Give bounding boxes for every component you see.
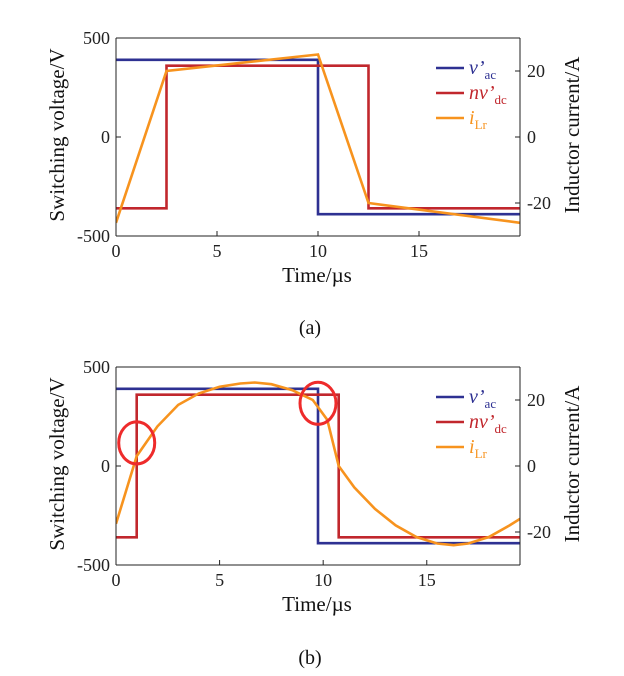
- highlight-circle-b-0: [117, 420, 157, 466]
- chart-a: Switching voltage/V Inductor current/A T…: [45, 28, 584, 339]
- x-tick-label-b-2: 10: [314, 570, 332, 590]
- legend-label-b-1: nv’dc: [469, 411, 507, 436]
- y2-tick-label-a-0: 20: [527, 61, 545, 81]
- y2-tick-label-b-1: 0: [527, 456, 536, 476]
- legend-label-a-0: v’ac: [469, 57, 496, 82]
- caption-b: (b): [298, 647, 321, 669]
- x-tick-label-a-2: 10: [309, 241, 327, 261]
- y2-tick-label-a-2: -20: [527, 193, 551, 213]
- series-line-b-0: [116, 387, 520, 545]
- x-tick-label-b-1: 5: [215, 570, 224, 590]
- x-tick-label-a-1: 5: [213, 241, 222, 261]
- y2label-b: Inductor current/A: [560, 385, 584, 543]
- legend-label-a-2: iLr: [469, 107, 488, 132]
- ylabel-b: Switching voltage/V: [45, 377, 69, 550]
- series-line-a-0: [116, 58, 520, 216]
- legend-label-a-1: nv’dc: [469, 82, 507, 107]
- y2-tick-label-b-0: 20: [527, 390, 545, 410]
- chart-b: Switching voltage/V Inductor current/A T…: [45, 357, 584, 669]
- y-tick-label-b-0: 500: [83, 357, 110, 377]
- y-tick-label-b-2: -500: [77, 555, 110, 575]
- y2-tick-label-a-1: 0: [527, 127, 536, 147]
- x-tick-label-a-0: 0: [112, 241, 121, 261]
- legend-label-b-0: v’ac: [469, 386, 496, 411]
- y-tick-label-a-1: 0: [101, 127, 110, 147]
- y-tick-label-a-2: -500: [77, 226, 110, 246]
- x-tick-label-b-0: 0: [112, 570, 121, 590]
- caption-a: (a): [299, 317, 321, 339]
- x-tick-label-b-3: 15: [418, 570, 436, 590]
- y-tick-label-b-1: 0: [101, 456, 110, 476]
- series-line-a-2: [116, 53, 520, 225]
- legend-label-b-2: iLr: [469, 436, 488, 461]
- y2label-a: Inductor current/A: [560, 56, 584, 214]
- y2-tick-label-b-2: -20: [527, 522, 551, 542]
- y-tick-label-a-0: 500: [83, 28, 110, 48]
- series-line-b-1: [116, 393, 520, 539]
- series-line-a-1: [116, 64, 520, 210]
- xlabel-a: Time/µs: [282, 263, 352, 287]
- x-tick-label-a-3: 15: [410, 241, 428, 261]
- highlight-circle-b-1: [298, 380, 338, 426]
- ylabel-a: Switching voltage/V: [45, 48, 69, 221]
- xlabel-b: Time/µs: [282, 592, 352, 616]
